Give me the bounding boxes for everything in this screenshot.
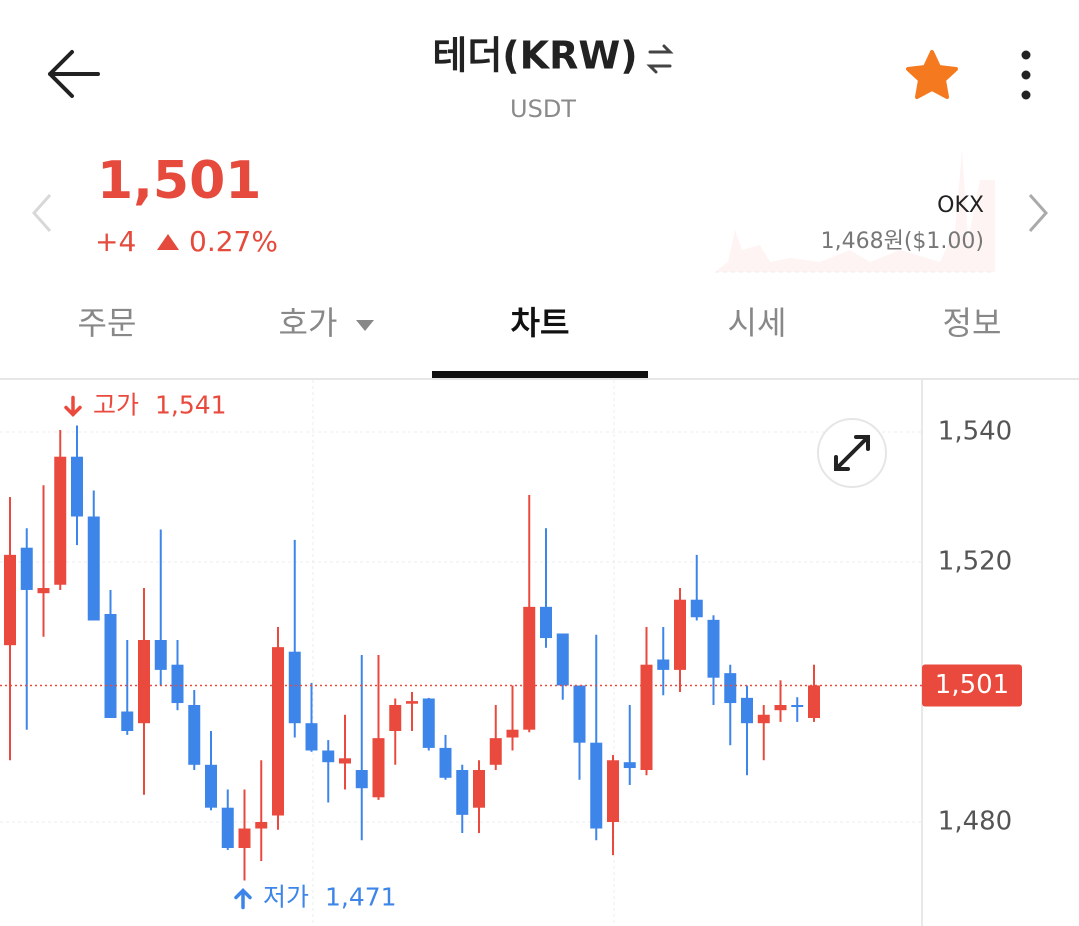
candle-body [20,547,33,590]
exchange-name: OKX [937,193,984,218]
candle-body [422,698,435,748]
candle-body [355,770,368,789]
exchange-price: 1,468원($1.00) [821,229,984,254]
candle-body [506,729,519,738]
back-button[interactable] [48,50,100,98]
candle-body [724,673,737,704]
candle-body [4,554,16,646]
candle-body [774,705,787,711]
candle-body [339,758,351,764]
tab-indicator [432,371,648,378]
swap-arrows [646,44,674,74]
expand-button[interactable] [817,418,887,488]
candle-body [154,640,167,670]
candle-body [439,747,452,778]
candle-body [791,705,804,707]
candle-body [54,456,67,585]
annotation-arrow [64,395,82,417]
candle-body [272,647,284,816]
candle-body [623,762,636,769]
up-triangle [157,234,179,250]
candle-body [37,588,50,594]
candle-body [288,651,301,724]
candle-body [741,697,753,724]
candle-body [171,664,184,704]
candle-body [690,599,703,618]
more-button[interactable] [1021,50,1031,100]
y-tick-label: 1,520 [938,547,1012,577]
mini-sparkline [715,150,995,272]
candle-body [104,614,117,718]
back-icon [48,50,100,98]
candle-body [489,738,502,765]
candle-body [573,685,586,743]
candle-body [71,456,83,517]
change-rate: 0.27% [189,225,278,258]
dropdown-caret [356,320,374,331]
candle-body [205,764,217,808]
annotation-label: 저가 [263,883,309,912]
annotation-value: 1,541 [155,391,227,420]
annotation-arrow [234,888,252,910]
candle-body [456,770,469,815]
candle-body [221,807,234,848]
annotation-label: 고가 [93,391,139,420]
chart: 1,540 1,520 1,480 1,501 고가 1,541 저가 1,471 [0,391,1022,912]
candle-body [389,705,402,731]
candle-body [238,828,251,848]
candle-body [138,640,150,724]
tab[interactable]: 정보 [943,304,1002,342]
candle-body [406,701,418,704]
candle-body [305,723,318,751]
page-subtitle: USDT [510,95,576,123]
prev-arrow[interactable] [31,194,52,232]
last-price-label: 1,501 [935,670,1009,700]
expand-icon [834,435,870,471]
candle-body [540,606,552,639]
candle-body [473,770,485,808]
candle-body [255,822,268,829]
candle-body [188,705,201,765]
candle-body [607,760,619,822]
y-tick-label: 1,540 [938,417,1012,447]
candle-body [808,685,820,718]
tab[interactable]: 주문 [78,304,137,342]
swap-icon[interactable] [646,44,674,74]
price-change: +4 [95,225,136,258]
dot [1021,50,1031,60]
candle-body [707,619,720,678]
favorite-star[interactable] [906,50,958,99]
candle-body [674,599,686,670]
y-tick-label: 1,480 [938,807,1012,837]
current-price: 1,501 [97,151,261,211]
tab-active[interactable]: 차트 [511,304,570,342]
next-arrow[interactable] [1028,194,1049,232]
tab[interactable]: 시세 [728,304,787,342]
candle-body [640,664,653,770]
candle-body [121,711,134,731]
candle-body [757,714,770,724]
candle-body [657,659,670,670]
tab[interactable]: 호가 [279,304,338,342]
candle-body [523,606,536,730]
page-title[interactable]: 테더(KRW) [432,34,637,78]
dot [1021,90,1031,100]
candle-body [556,633,569,686]
dot [1021,70,1031,80]
last-price-tag [922,664,1022,707]
candle-body [322,750,335,763]
annotation-value: 1,471 [325,883,397,912]
candle-body [87,516,100,621]
candle-body [372,738,385,798]
candle-body [590,742,603,829]
